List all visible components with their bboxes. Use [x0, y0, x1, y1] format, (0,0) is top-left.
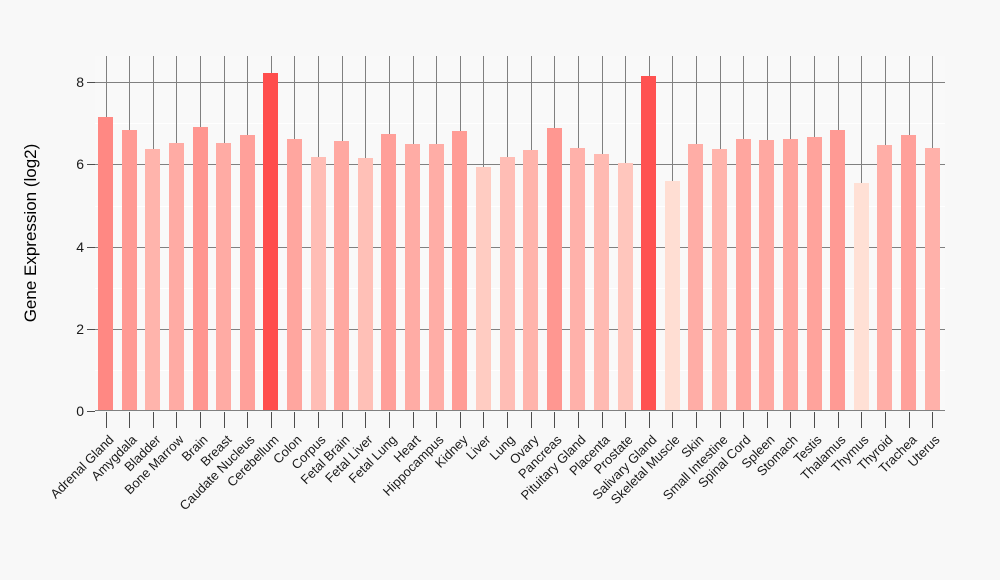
x-tick	[861, 412, 863, 428]
bar	[428, 144, 444, 411]
bar	[523, 149, 539, 411]
y-grid-line-major	[95, 82, 945, 84]
bar	[310, 156, 326, 411]
bar	[853, 183, 869, 411]
x-tick	[270, 412, 272, 428]
bar	[877, 145, 893, 411]
x-tick	[814, 412, 815, 428]
y-grid-line-minor	[95, 123, 945, 125]
x-tick	[908, 412, 910, 428]
plot-panel	[95, 56, 945, 411]
bar	[546, 127, 562, 411]
x-tick	[152, 412, 154, 428]
x-tick	[743, 412, 745, 428]
bar	[334, 140, 350, 411]
bar	[499, 156, 515, 411]
y-grid-line-minor	[95, 369, 945, 371]
bar	[924, 147, 940, 411]
bar	[759, 140, 775, 411]
x-tick	[648, 412, 650, 428]
bar	[735, 139, 751, 411]
bar	[168, 143, 184, 411]
bar	[145, 149, 161, 411]
bar	[452, 131, 468, 411]
x-tick	[247, 412, 249, 428]
y-grid-line-major	[95, 246, 945, 248]
bar	[475, 167, 491, 411]
bar	[121, 130, 137, 411]
y-grid-line-major	[95, 164, 945, 166]
x-tick	[790, 412, 792, 428]
y-tick	[87, 164, 95, 166]
x-tick	[672, 412, 674, 428]
x-tick	[459, 412, 461, 428]
x-tick	[294, 412, 296, 428]
x-tick	[719, 412, 721, 428]
bar	[641, 76, 657, 411]
bar	[901, 134, 916, 411]
x-tick	[365, 412, 367, 428]
y-tick-label: 0	[76, 403, 84, 419]
bar	[570, 147, 586, 411]
x-tick	[530, 412, 532, 428]
bar	[405, 143, 420, 411]
bar	[263, 72, 279, 411]
bar	[239, 134, 255, 411]
y-tick	[87, 82, 95, 84]
bar	[98, 116, 113, 411]
x-tick	[884, 412, 886, 428]
bar	[286, 139, 302, 411]
x-tick	[412, 412, 414, 428]
x-tick	[105, 412, 107, 428]
x-tick	[554, 412, 556, 428]
y-tick-label: 6	[76, 156, 84, 173]
y-tick	[87, 246, 95, 248]
bar	[617, 162, 633, 411]
x-tick	[601, 412, 603, 428]
bar	[782, 138, 798, 411]
y-tick	[87, 328, 95, 330]
x-tick	[507, 412, 508, 428]
bar	[357, 158, 373, 411]
x-tick	[837, 412, 839, 428]
bar	[594, 154, 609, 411]
x-tick	[932, 412, 934, 428]
x-tick	[200, 412, 201, 428]
x-tick	[129, 412, 131, 428]
y-grid-line-minor	[95, 205, 945, 207]
x-tick	[577, 412, 579, 428]
bar	[664, 181, 680, 411]
x-tick	[436, 412, 438, 428]
y-tick-label: 2	[76, 320, 84, 337]
x-tick	[341, 412, 343, 428]
y-axis-title: Gene Expression (log2)	[21, 143, 40, 323]
y-grid-line-minor	[95, 287, 945, 289]
bar	[806, 136, 822, 411]
x-tick	[625, 412, 627, 428]
bar	[192, 126, 208, 411]
y-tick-label: 4	[76, 238, 84, 255]
bar	[688, 144, 704, 411]
y-tick-label: 8	[76, 74, 84, 91]
x-tick	[223, 412, 225, 428]
y-grid-line-major	[95, 328, 945, 330]
y-tick	[87, 411, 95, 412]
bar	[216, 142, 232, 411]
bar	[830, 130, 846, 411]
x-axis-line	[95, 410, 945, 411]
x-tick	[695, 412, 697, 428]
x-tick	[318, 412, 320, 428]
x-tick	[176, 412, 178, 428]
x-tick	[766, 412, 768, 428]
x-tick	[388, 412, 390, 428]
x-tick	[483, 412, 485, 428]
bar	[381, 134, 397, 411]
bar	[712, 149, 727, 411]
